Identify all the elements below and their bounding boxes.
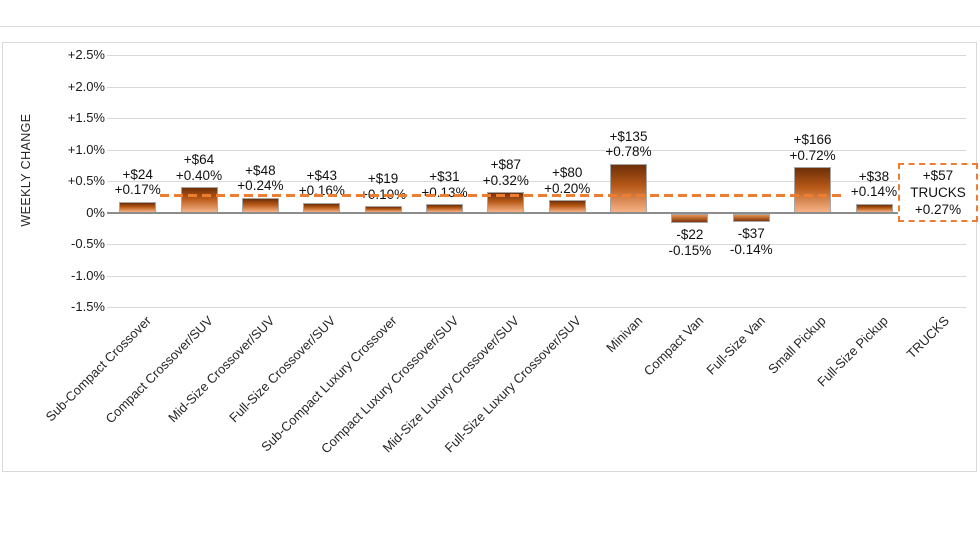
bar-value-label: +$24 +0.17%: [83, 167, 193, 198]
gridline: [107, 149, 966, 151]
bar-dollar-value: -$22: [676, 227, 704, 242]
category-label: TRUCKS: [903, 313, 952, 362]
bar-percent-value: +0.40%: [175, 167, 223, 183]
y-tick-label: +2.0%: [67, 78, 105, 94]
y-axis-title: WEEKLY CHANGE: [19, 113, 33, 227]
bar-dollar-value: +$87: [490, 157, 521, 173]
bar: [732, 213, 770, 223]
category-label: Mid-Size Crossover/SUV: [164, 313, 278, 426]
y-tick-label: -0.5%: [71, 236, 105, 252]
bar-value-label: +$80 +0.20%: [512, 165, 622, 196]
category-label: Minivan: [602, 313, 646, 356]
bar-percent-value: +0.17%: [114, 182, 161, 198]
bar: [671, 213, 709, 223]
y-tick-label: +2.5%: [67, 47, 105, 63]
y-tick-label: 0%: [86, 204, 105, 220]
bar-dollar-value: +$64: [183, 152, 215, 168]
bar-value-label: +$48 +0.24%: [205, 163, 315, 194]
y-tick-label: +1.5%: [67, 110, 105, 126]
category-label: Compact Van: [640, 313, 707, 379]
y-tick-label: +0.5%: [67, 173, 105, 189]
bar-dollar-value: +$24: [122, 166, 153, 182]
bar-dollar-value: +$38: [858, 168, 890, 184]
bar-dollar-value: +$135: [609, 128, 648, 144]
category-label: Full-Size Van: [703, 313, 768, 378]
y-tick-label: -1.5%: [71, 299, 105, 315]
category-label: Full-Size Luxury Crossover/SUV: [441, 313, 584, 456]
trucks-summary-box: +$57 TRUCKS +0.27%: [898, 163, 978, 222]
bar: [241, 197, 279, 213]
category-label: Compact Crossover/SUV: [102, 313, 216, 427]
category-label: Full-Size Crossover/SUV: [226, 313, 339, 426]
chart-frame: [2, 42, 977, 472]
bar: [364, 206, 402, 213]
bar-dollar-value: -$37: [737, 226, 765, 242]
gridline: [107, 244, 966, 246]
bar: [180, 187, 218, 213]
gridline: [107, 118, 966, 120]
trucks-summary-label: TRUCKS: [910, 185, 966, 200]
bar-percent-value: -0.14%: [729, 241, 773, 257]
bar: [426, 204, 463, 213]
bar-dollar-value: +$80: [551, 165, 583, 180]
bar-percent-value: -0.15%: [668, 242, 712, 258]
top-divider-line: [0, 26, 980, 27]
bar-percent-value: +0.32%: [482, 172, 529, 188]
category-label: Small Pickup: [765, 313, 830, 377]
trucks-summary-dollar: +$57: [922, 168, 954, 183]
bar-dollar-value: +$48: [245, 162, 276, 178]
gridline: [107, 307, 966, 309]
bar: [548, 200, 586, 213]
bar: [794, 167, 832, 213]
bar-value-label: +$64 +0.40%: [144, 152, 254, 183]
bar-value-label: +$135 +0.78%: [574, 129, 684, 160]
bar: [610, 163, 647, 213]
zero-axis-line: [107, 212, 966, 214]
bar: [119, 201, 157, 213]
trucks-reference-line: [160, 194, 845, 198]
y-tick-label: +1.0%: [67, 141, 105, 157]
bar-percent-value: +0.20%: [544, 180, 591, 196]
bar: [303, 202, 341, 213]
bar-dollar-value: +$19: [367, 171, 399, 187]
gridline: [107, 86, 966, 88]
category-label: Sub-Compact Crossover: [43, 313, 155, 425]
bar-value-label: -$22 -0.15%: [635, 227, 745, 258]
bar-dollar-value: +$43: [306, 167, 337, 183]
bar-value-label: -$37 -0.14%: [696, 226, 806, 257]
bar-dollar-value: +$166: [793, 132, 832, 148]
bar-value-label: +$38 +0.14%: [819, 169, 929, 200]
bar-dollar-value: +$31: [429, 169, 460, 185]
bar-percent-value: +0.78%: [605, 144, 652, 159]
bar-percent-value: +0.72%: [789, 147, 836, 163]
bar-percent-value: +0.24%: [237, 178, 284, 193]
gridline: [107, 181, 966, 183]
gridline: [107, 55, 966, 57]
bar-value-label: +$87 +0.32%: [451, 157, 561, 188]
gridline: [107, 275, 966, 277]
trucks-summary-pct: +0.27%: [914, 202, 962, 217]
bar-percent-value: +0.14%: [850, 184, 898, 200]
y-tick-label: -1.0%: [71, 267, 105, 283]
bar-value-label: +$166 +0.72%: [758, 132, 868, 163]
bar: [487, 192, 525, 213]
